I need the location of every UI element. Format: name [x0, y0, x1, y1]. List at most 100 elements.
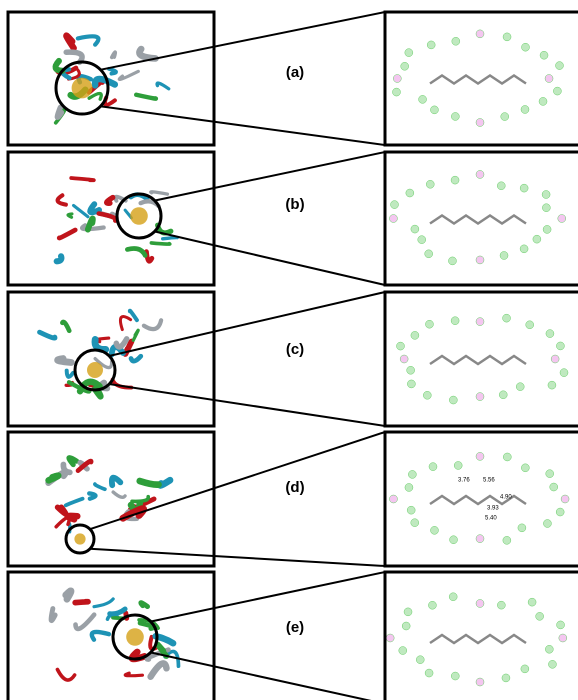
- residue: [476, 452, 484, 460]
- residue: [548, 660, 556, 668]
- ribbon: [132, 497, 148, 502]
- residue: [428, 601, 436, 609]
- residue: [476, 535, 484, 543]
- residue: [399, 647, 407, 655]
- residue: [521, 464, 529, 472]
- ribbon: [144, 320, 161, 329]
- ribbon: [62, 322, 69, 331]
- residue: [545, 75, 553, 83]
- residue: [418, 236, 426, 244]
- residue: [425, 669, 433, 677]
- residue: [452, 37, 460, 45]
- residue: [404, 608, 412, 616]
- ribbon: [73, 205, 87, 216]
- ribbon: [120, 316, 130, 329]
- ligand-skeleton: [430, 635, 526, 643]
- residue: [521, 665, 529, 673]
- ribbon: [68, 214, 72, 217]
- residue: [520, 184, 528, 192]
- residue: [401, 62, 409, 70]
- ribbon: [131, 356, 141, 361]
- ribbon: [151, 192, 168, 194]
- panel-label: (b): [285, 196, 304, 213]
- residue: [557, 621, 565, 629]
- ribbon: [107, 198, 113, 204]
- residue: [555, 62, 563, 70]
- residue: [389, 215, 397, 223]
- residue: [476, 256, 484, 264]
- residue: [533, 235, 541, 243]
- residue: [551, 355, 559, 363]
- ribbon: [163, 238, 178, 239]
- residue: [476, 118, 484, 126]
- ribbon: [66, 591, 71, 599]
- residue: [528, 598, 536, 606]
- zoom-line: [150, 572, 385, 622]
- residue: [411, 331, 419, 339]
- residue: [411, 519, 419, 527]
- residue: [407, 366, 415, 374]
- residue: [405, 483, 413, 491]
- page: (a)(b)(c)(d)(e)3.765.564.903.935.40 (() …: [0, 0, 578, 700]
- distance-label: 4.90: [500, 495, 512, 501]
- residue: [503, 536, 511, 544]
- zoom-line: [90, 432, 385, 529]
- residue: [518, 524, 526, 532]
- residue: [502, 674, 510, 682]
- residue: [476, 170, 484, 178]
- structure-frame: [8, 12, 214, 145]
- residue: [542, 190, 550, 198]
- ribbon: [125, 673, 142, 676]
- ribbon: [116, 339, 126, 347]
- ribbon: [90, 204, 99, 212]
- ribbon: [75, 602, 88, 603]
- ribbon: [78, 36, 99, 44]
- residue: [543, 225, 551, 233]
- residue: [545, 645, 553, 653]
- residue: [501, 113, 509, 121]
- ribbon: [76, 615, 95, 629]
- ribbon: [157, 83, 169, 89]
- residue: [425, 320, 433, 328]
- residue: [389, 495, 397, 503]
- residue: [425, 250, 433, 258]
- panel-label: (d): [285, 479, 304, 496]
- distance-label: 5.40: [485, 516, 497, 522]
- zoom-line: [90, 549, 385, 566]
- residue: [503, 453, 511, 461]
- residue: [450, 536, 458, 544]
- ribbon: [136, 95, 156, 99]
- residue: [391, 201, 399, 209]
- panel-label: (c): [286, 341, 304, 358]
- distance-label: 5.56: [483, 478, 495, 484]
- ribbon: [57, 670, 74, 681]
- ribbon: [151, 243, 169, 244]
- residue: [449, 593, 457, 601]
- ribbon: [58, 195, 66, 204]
- diagram-frame: [385, 432, 578, 566]
- ribbon: [140, 481, 159, 485]
- ribbon: [49, 476, 59, 481]
- ribbon: [89, 493, 95, 498]
- ribbon: [69, 458, 77, 465]
- ribbon: [57, 107, 61, 117]
- ligand: [72, 78, 93, 99]
- panel-label: (a): [286, 64, 304, 81]
- ribbon: [59, 230, 75, 238]
- residue: [520, 245, 528, 253]
- zoom-line: [100, 106, 385, 145]
- ligand-skeleton: [430, 216, 526, 224]
- residue: [406, 189, 414, 197]
- residue: [503, 33, 511, 41]
- residue: [407, 380, 415, 388]
- ribbon: [109, 69, 116, 74]
- figure: (a)(b)(c)(d)(e)3.765.564.903.935.40: [0, 0, 578, 700]
- residue: [497, 182, 505, 190]
- ribbon: [110, 609, 125, 614]
- residue: [516, 383, 524, 391]
- ribbon: [139, 49, 155, 58]
- residue: [449, 396, 457, 404]
- residue: [543, 519, 551, 527]
- ribbon: [112, 52, 115, 57]
- residue: [405, 49, 413, 57]
